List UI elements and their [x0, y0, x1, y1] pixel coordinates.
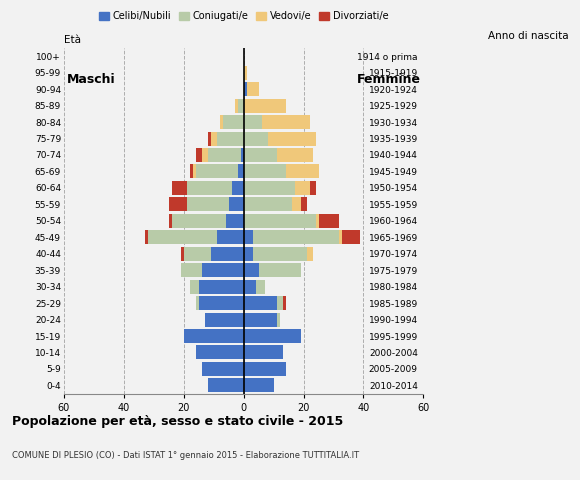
Text: Maschi: Maschi	[67, 72, 115, 86]
Bar	[244, 280, 256, 294]
Bar	[300, 197, 306, 211]
Bar	[246, 82, 259, 96]
Bar	[231, 181, 244, 195]
Bar	[244, 82, 246, 96]
Bar	[244, 263, 259, 277]
Text: Anno di nascita: Anno di nascita	[488, 31, 568, 41]
Bar	[256, 280, 264, 294]
Bar	[190, 280, 198, 294]
Bar	[216, 230, 244, 244]
Bar	[208, 148, 241, 162]
Bar	[211, 132, 216, 145]
Text: Femmine: Femmine	[356, 72, 420, 86]
Bar	[244, 378, 274, 392]
Bar	[244, 346, 282, 360]
Text: COMUNE DI PLESIO (CO) - Dati ISTAT 1° gennaio 2015 - Elaborazione TUTTITALIA.IT: COMUNE DI PLESIO (CO) - Dati ISTAT 1° ge…	[12, 451, 358, 460]
Bar	[267, 132, 316, 145]
Bar	[226, 214, 244, 228]
Bar	[187, 197, 229, 211]
Bar	[195, 296, 198, 310]
Bar	[172, 214, 226, 228]
Bar	[244, 66, 246, 80]
Bar	[202, 263, 244, 277]
Bar	[181, 263, 202, 277]
Bar	[234, 98, 238, 113]
Bar	[244, 214, 316, 228]
Bar	[244, 165, 285, 179]
Bar	[244, 132, 267, 145]
Bar	[202, 362, 244, 376]
Bar	[316, 214, 318, 228]
Bar	[277, 148, 313, 162]
Bar	[244, 329, 300, 343]
Bar	[223, 115, 244, 129]
Bar	[198, 280, 244, 294]
Bar	[244, 296, 277, 310]
Bar	[193, 165, 195, 179]
Text: Età: Età	[64, 35, 81, 45]
Bar	[259, 263, 300, 277]
Bar	[310, 181, 316, 195]
Bar	[252, 247, 306, 261]
Bar	[342, 230, 360, 244]
Bar	[195, 165, 238, 179]
Bar	[198, 296, 244, 310]
Bar	[244, 115, 262, 129]
Bar	[295, 181, 310, 195]
Bar	[285, 165, 318, 179]
Bar	[180, 247, 184, 261]
Bar	[144, 230, 148, 244]
Bar	[169, 214, 172, 228]
Bar	[211, 247, 244, 261]
Bar	[244, 362, 285, 376]
Bar	[202, 148, 208, 162]
Bar	[205, 312, 244, 326]
Bar	[292, 197, 300, 211]
Bar	[244, 312, 277, 326]
Bar	[244, 230, 252, 244]
Bar	[262, 115, 310, 129]
Bar	[282, 296, 285, 310]
Bar	[148, 230, 216, 244]
Bar	[244, 247, 252, 261]
Bar	[277, 296, 282, 310]
Bar	[169, 197, 187, 211]
Text: Popolazione per età, sesso e stato civile - 2015: Popolazione per età, sesso e stato civil…	[12, 415, 343, 428]
Bar	[244, 148, 277, 162]
Bar	[184, 247, 211, 261]
Bar	[195, 346, 244, 360]
Bar	[220, 115, 223, 129]
Bar	[184, 329, 244, 343]
Bar	[244, 98, 285, 113]
Bar	[277, 312, 280, 326]
Bar	[208, 132, 211, 145]
Bar	[244, 181, 295, 195]
Bar	[216, 132, 244, 145]
Bar	[190, 165, 193, 179]
Bar	[318, 214, 339, 228]
Bar	[241, 148, 244, 162]
Bar	[339, 230, 342, 244]
Legend: Celibi/Nubili, Coniugati/e, Vedovi/e, Divorziati/e: Celibi/Nubili, Coniugati/e, Vedovi/e, Di…	[95, 7, 392, 25]
Bar	[244, 197, 292, 211]
Bar	[229, 197, 244, 211]
Bar	[238, 165, 244, 179]
Bar	[172, 181, 187, 195]
Bar	[238, 98, 244, 113]
Bar	[187, 181, 231, 195]
Bar	[195, 148, 202, 162]
Bar	[208, 378, 244, 392]
Bar	[252, 230, 339, 244]
Bar	[306, 247, 313, 261]
